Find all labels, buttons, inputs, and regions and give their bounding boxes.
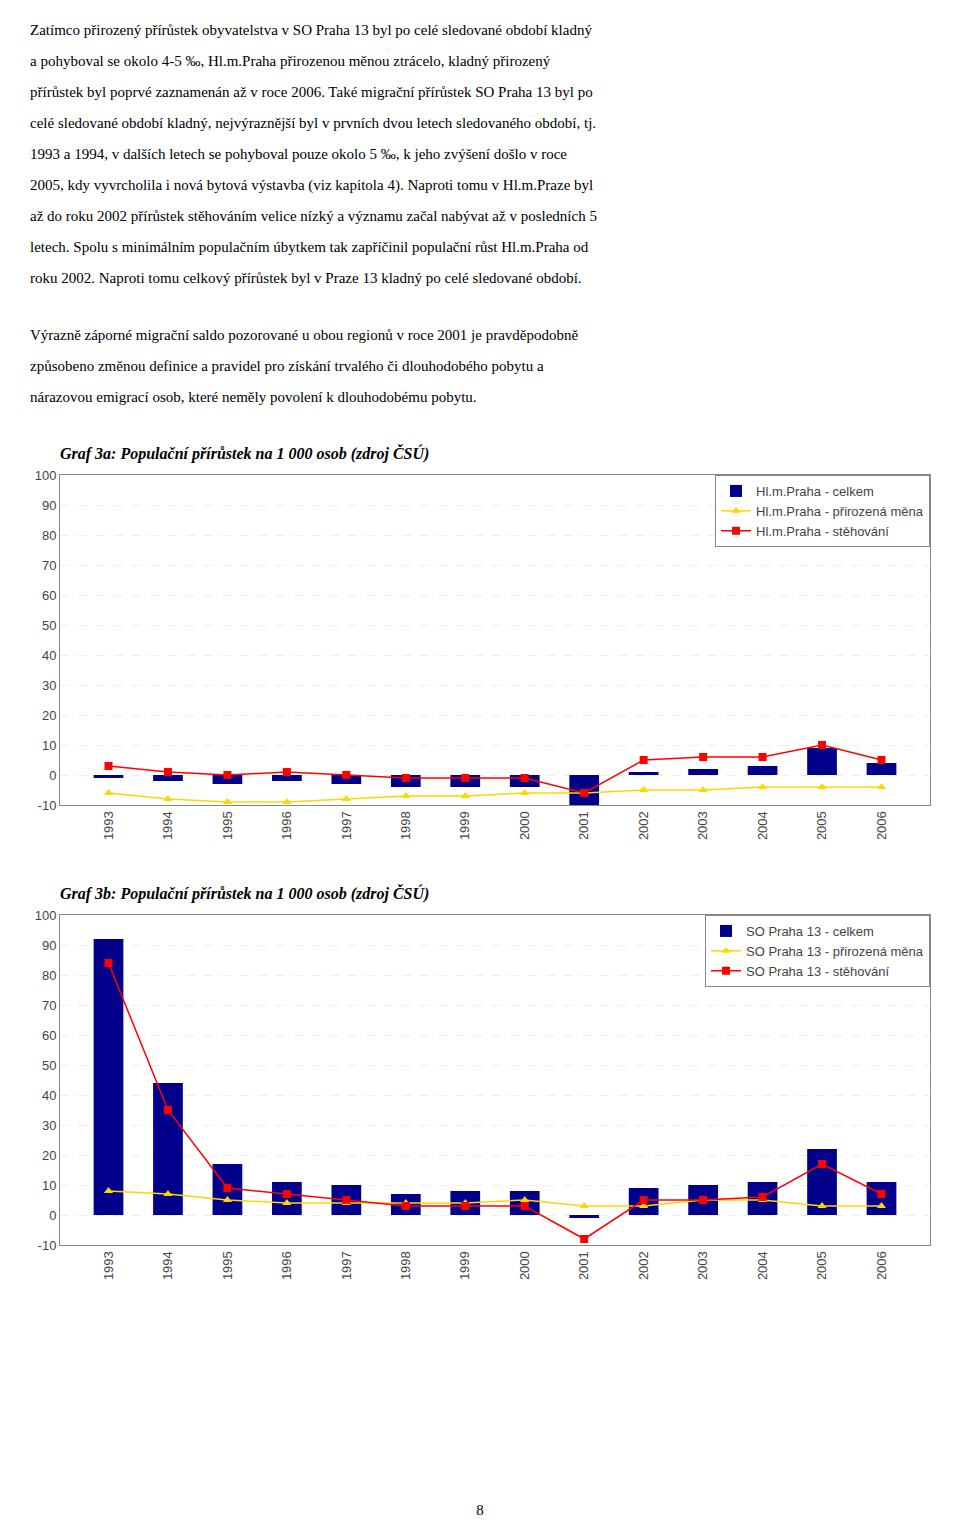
html-text:8: 8 <box>476 1502 484 1518</box>
svg-text:Hl.m.Praha - přirozená měna: Hl.m.Praha - přirozená měna <box>756 504 924 519</box>
svg-text:50: 50 <box>42 618 56 633</box>
svg-text:SO Praha 13 - stěhování: SO Praha 13 - stěhování <box>746 964 889 979</box>
svg-text:SO Praha 13 - přirozená měna: SO Praha 13 - přirozená měna <box>746 944 924 959</box>
svg-text:2002: 2002 <box>636 811 651 840</box>
svg-text:50: 50 <box>42 1058 56 1073</box>
svg-text:100: 100 <box>35 908 57 923</box>
svg-text:60: 60 <box>42 588 56 603</box>
svg-text:2004: 2004 <box>755 811 770 840</box>
svg-text:30: 30 <box>42 678 56 693</box>
svg-text:1996: 1996 <box>279 1251 294 1280</box>
svg-text:30: 30 <box>42 1118 56 1133</box>
svg-text:Hl.m.Praha - stěhování: Hl.m.Praha - stěhování <box>756 524 889 539</box>
svg-text:Hl.m.Praha - celkem: Hl.m.Praha - celkem <box>756 484 874 499</box>
svg-text:2002: 2002 <box>636 1251 651 1280</box>
html-text:způsobeno změnou definice a pr: způsobeno změnou definice a pravidel pro… <box>30 358 544 374</box>
html-text:Výrazně záporné migrační saldo: Výrazně záporné migrační saldo pozorovan… <box>30 327 579 343</box>
svg-text:1997: 1997 <box>339 1251 354 1280</box>
svg-text:1993: 1993 <box>101 811 116 840</box>
svg-text:2005: 2005 <box>814 1251 829 1280</box>
svg-text:2001: 2001 <box>576 811 591 840</box>
svg-text:1994: 1994 <box>160 811 175 840</box>
svg-text:2001: 2001 <box>576 1251 591 1280</box>
svg-text:1999: 1999 <box>457 1251 472 1280</box>
svg-text:1998: 1998 <box>398 1251 413 1280</box>
svg-text:90: 90 <box>42 498 56 513</box>
svg-text:2004: 2004 <box>755 1251 770 1280</box>
svg-text:40: 40 <box>42 648 56 663</box>
svg-text:2005: 2005 <box>814 811 829 840</box>
svg-text:2000: 2000 <box>517 1251 532 1280</box>
svg-text:1995: 1995 <box>220 1251 235 1280</box>
svg-text:0: 0 <box>49 1208 56 1223</box>
svg-text:1997: 1997 <box>339 811 354 840</box>
svg-text:70: 70 <box>42 998 56 1013</box>
svg-text:Graf 3a: Populační přírůstek n: Graf 3a: Populační přírůstek na 1 000 os… <box>60 444 429 463</box>
html-text:1993 a 1994, v dalších letech: 1993 a 1994, v dalších letech se pohybov… <box>30 146 567 162</box>
svg-text:0: 0 <box>49 768 56 783</box>
svg-text:100: 100 <box>35 468 57 483</box>
svg-text:1996: 1996 <box>279 811 294 840</box>
svg-text:-10: -10 <box>38 1238 57 1253</box>
html-text:nárazovou emigrací osob, které: nárazovou emigrací osob, které neměly po… <box>30 389 477 405</box>
svg-text:10: 10 <box>42 738 56 753</box>
html-text:roku 2002. Naproti tomu celkov: roku 2002. Naproti tomu celkový přírůste… <box>30 270 582 286</box>
html-text:celé sledované období kladný,: celé sledované období kladný, nejvýrazně… <box>30 115 597 131</box>
svg-text:2006: 2006 <box>874 1251 889 1280</box>
svg-text:2000: 2000 <box>517 811 532 840</box>
svg-text:1993: 1993 <box>101 1251 116 1280</box>
html-text:až do roku 2002 přírůstek stěh: až do roku 2002 přírůstek stěhováním vel… <box>30 208 597 224</box>
svg-text:2006: 2006 <box>874 811 889 840</box>
svg-text:80: 80 <box>42 968 56 983</box>
svg-text:60: 60 <box>42 1028 56 1043</box>
svg-text:SO Praha 13 - celkem: SO Praha 13 - celkem <box>746 924 874 939</box>
html-text:a pohyboval se okolo 4-5 ‰, Hl: a pohyboval se okolo 4-5 ‰, Hl.m.Praha p… <box>30 53 551 69</box>
svg-text:20: 20 <box>42 708 56 723</box>
svg-text:20: 20 <box>42 1148 56 1163</box>
svg-text:-10: -10 <box>38 798 57 813</box>
svg-text:2003: 2003 <box>695 811 710 840</box>
svg-text:90: 90 <box>42 938 56 953</box>
svg-text:10: 10 <box>42 1178 56 1193</box>
html-text:2005, kdy vyvrcholila i nová b: 2005, kdy vyvrcholila i nová bytová výst… <box>30 177 594 193</box>
svg-text:1994: 1994 <box>160 1251 175 1280</box>
html-text:letech. Spolu s minimálním pop: letech. Spolu s minimálním populačním úb… <box>30 239 589 255</box>
svg-text:1999: 1999 <box>457 811 472 840</box>
html-text:Zatímco přirozený přírůstek ob: Zatímco přirozený přírůstek obyvatelstva… <box>30 22 592 38</box>
svg-text:Graf 3b: Populační přírůstek n: Graf 3b: Populační přírůstek na 1 000 os… <box>60 884 429 903</box>
svg-text:1995: 1995 <box>220 811 235 840</box>
svg-text:2003: 2003 <box>695 1251 710 1280</box>
svg-text:70: 70 <box>42 558 56 573</box>
html-text:přírůstek byl poprvé zaznamená: přírůstek byl poprvé zaznamenán až v roc… <box>30 84 593 100</box>
svg-text:40: 40 <box>42 1088 56 1103</box>
svg-text:80: 80 <box>42 528 56 543</box>
svg-text:1998: 1998 <box>398 811 413 840</box>
